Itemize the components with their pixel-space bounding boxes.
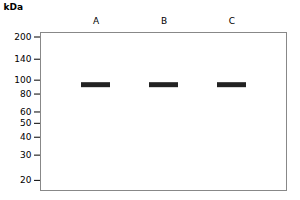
svg-text:80: 80 (20, 89, 32, 99)
svg-text:140: 140 (14, 54, 31, 64)
svg-text:30: 30 (20, 150, 32, 160)
svg-text:60: 60 (20, 107, 32, 117)
svg-text:kDa: kDa (4, 2, 24, 12)
svg-text:B: B (161, 16, 167, 26)
svg-text:A: A (93, 16, 100, 26)
svg-text:100: 100 (14, 75, 31, 85)
svg-text:C: C (229, 16, 235, 26)
svg-text:200: 200 (14, 32, 31, 42)
svg-text:20: 20 (20, 175, 32, 185)
svg-text:50: 50 (20, 118, 32, 128)
svg-text:40: 40 (20, 132, 32, 142)
